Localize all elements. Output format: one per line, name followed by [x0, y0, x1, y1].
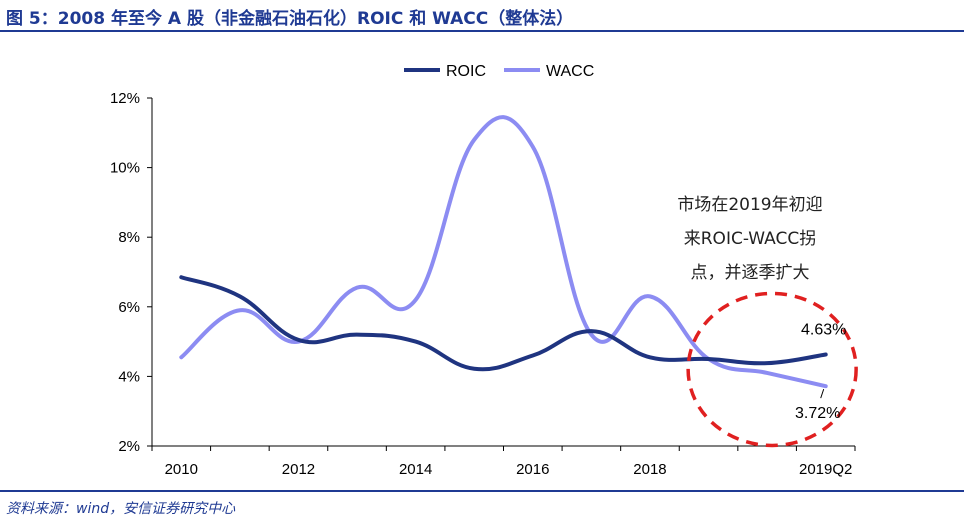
- axes: 2% 4% 6% 8% 10% 12% 2010 2012 2014 2016 2018 2019Q2: [110, 90, 856, 478]
- title-bar: 图 5：2008 年至今 A 股（非金融石油石化）ROIC 和 WACC（整体法…: [0, 0, 964, 32]
- x-tick-label: 2018: [633, 461, 666, 478]
- source-bar: 资料来源：wind，安信证券研究中心: [0, 490, 964, 524]
- y-tick-label: 8%: [118, 229, 140, 246]
- wacc-end-label: 3.72%: [795, 405, 840, 422]
- annotation-line-1: 市场在2019年初迎: [677, 195, 823, 215]
- x-tick-label: 2010: [165, 461, 198, 478]
- roic-end-label: 4.63%: [801, 321, 846, 338]
- x-tick-label: 2014: [399, 461, 432, 478]
- x-tick-label: 2012: [282, 461, 315, 478]
- x-tick-label: 2016: [516, 461, 549, 478]
- y-tick-label: 4%: [118, 368, 140, 385]
- wacc-leader-line: [820, 388, 825, 399]
- legend-label-roic: ROIC: [446, 63, 486, 80]
- source-note: 资料来源：wind，安信证券研究中心: [6, 501, 236, 517]
- y-tick-label: 6%: [118, 299, 140, 316]
- y-tick-label: 12%: [110, 90, 140, 107]
- annotation-line-3: 点，并逐季扩大: [690, 263, 810, 283]
- y-tick-label: 2%: [118, 438, 140, 455]
- x-tick-label: 2019Q2: [799, 461, 852, 478]
- legend: ROIC WACC: [404, 63, 594, 80]
- annotation-text: 市场在2019年初迎 来ROIC-WACC拐 点，并逐季扩大: [640, 188, 860, 290]
- series-line-roic: [179, 275, 828, 372]
- series-lines: [179, 115, 828, 389]
- chart-area: 2% 4% 6% 8% 10% 12% 2010 2012 2014 2016 2018 2019Q2…: [0, 32, 964, 490]
- end-labels: 4.63% 3.72%: [795, 321, 846, 422]
- annotation-line-2: 来ROIC-WACC拐: [683, 229, 817, 249]
- figure-title: 图 5：2008 年至今 A 股（非金融石油石化）ROIC 和 WACC（整体法…: [6, 9, 574, 29]
- y-tick-label: 10%: [110, 160, 140, 177]
- highlight-ellipse: [686, 291, 858, 448]
- line-chart: 2% 4% 6% 8% 10% 12% 2010 2012 2014 2016 2018 2019Q2…: [110, 63, 858, 478]
- highlight-circle: [686, 291, 858, 448]
- legend-label-wacc: WACC: [546, 63, 594, 80]
